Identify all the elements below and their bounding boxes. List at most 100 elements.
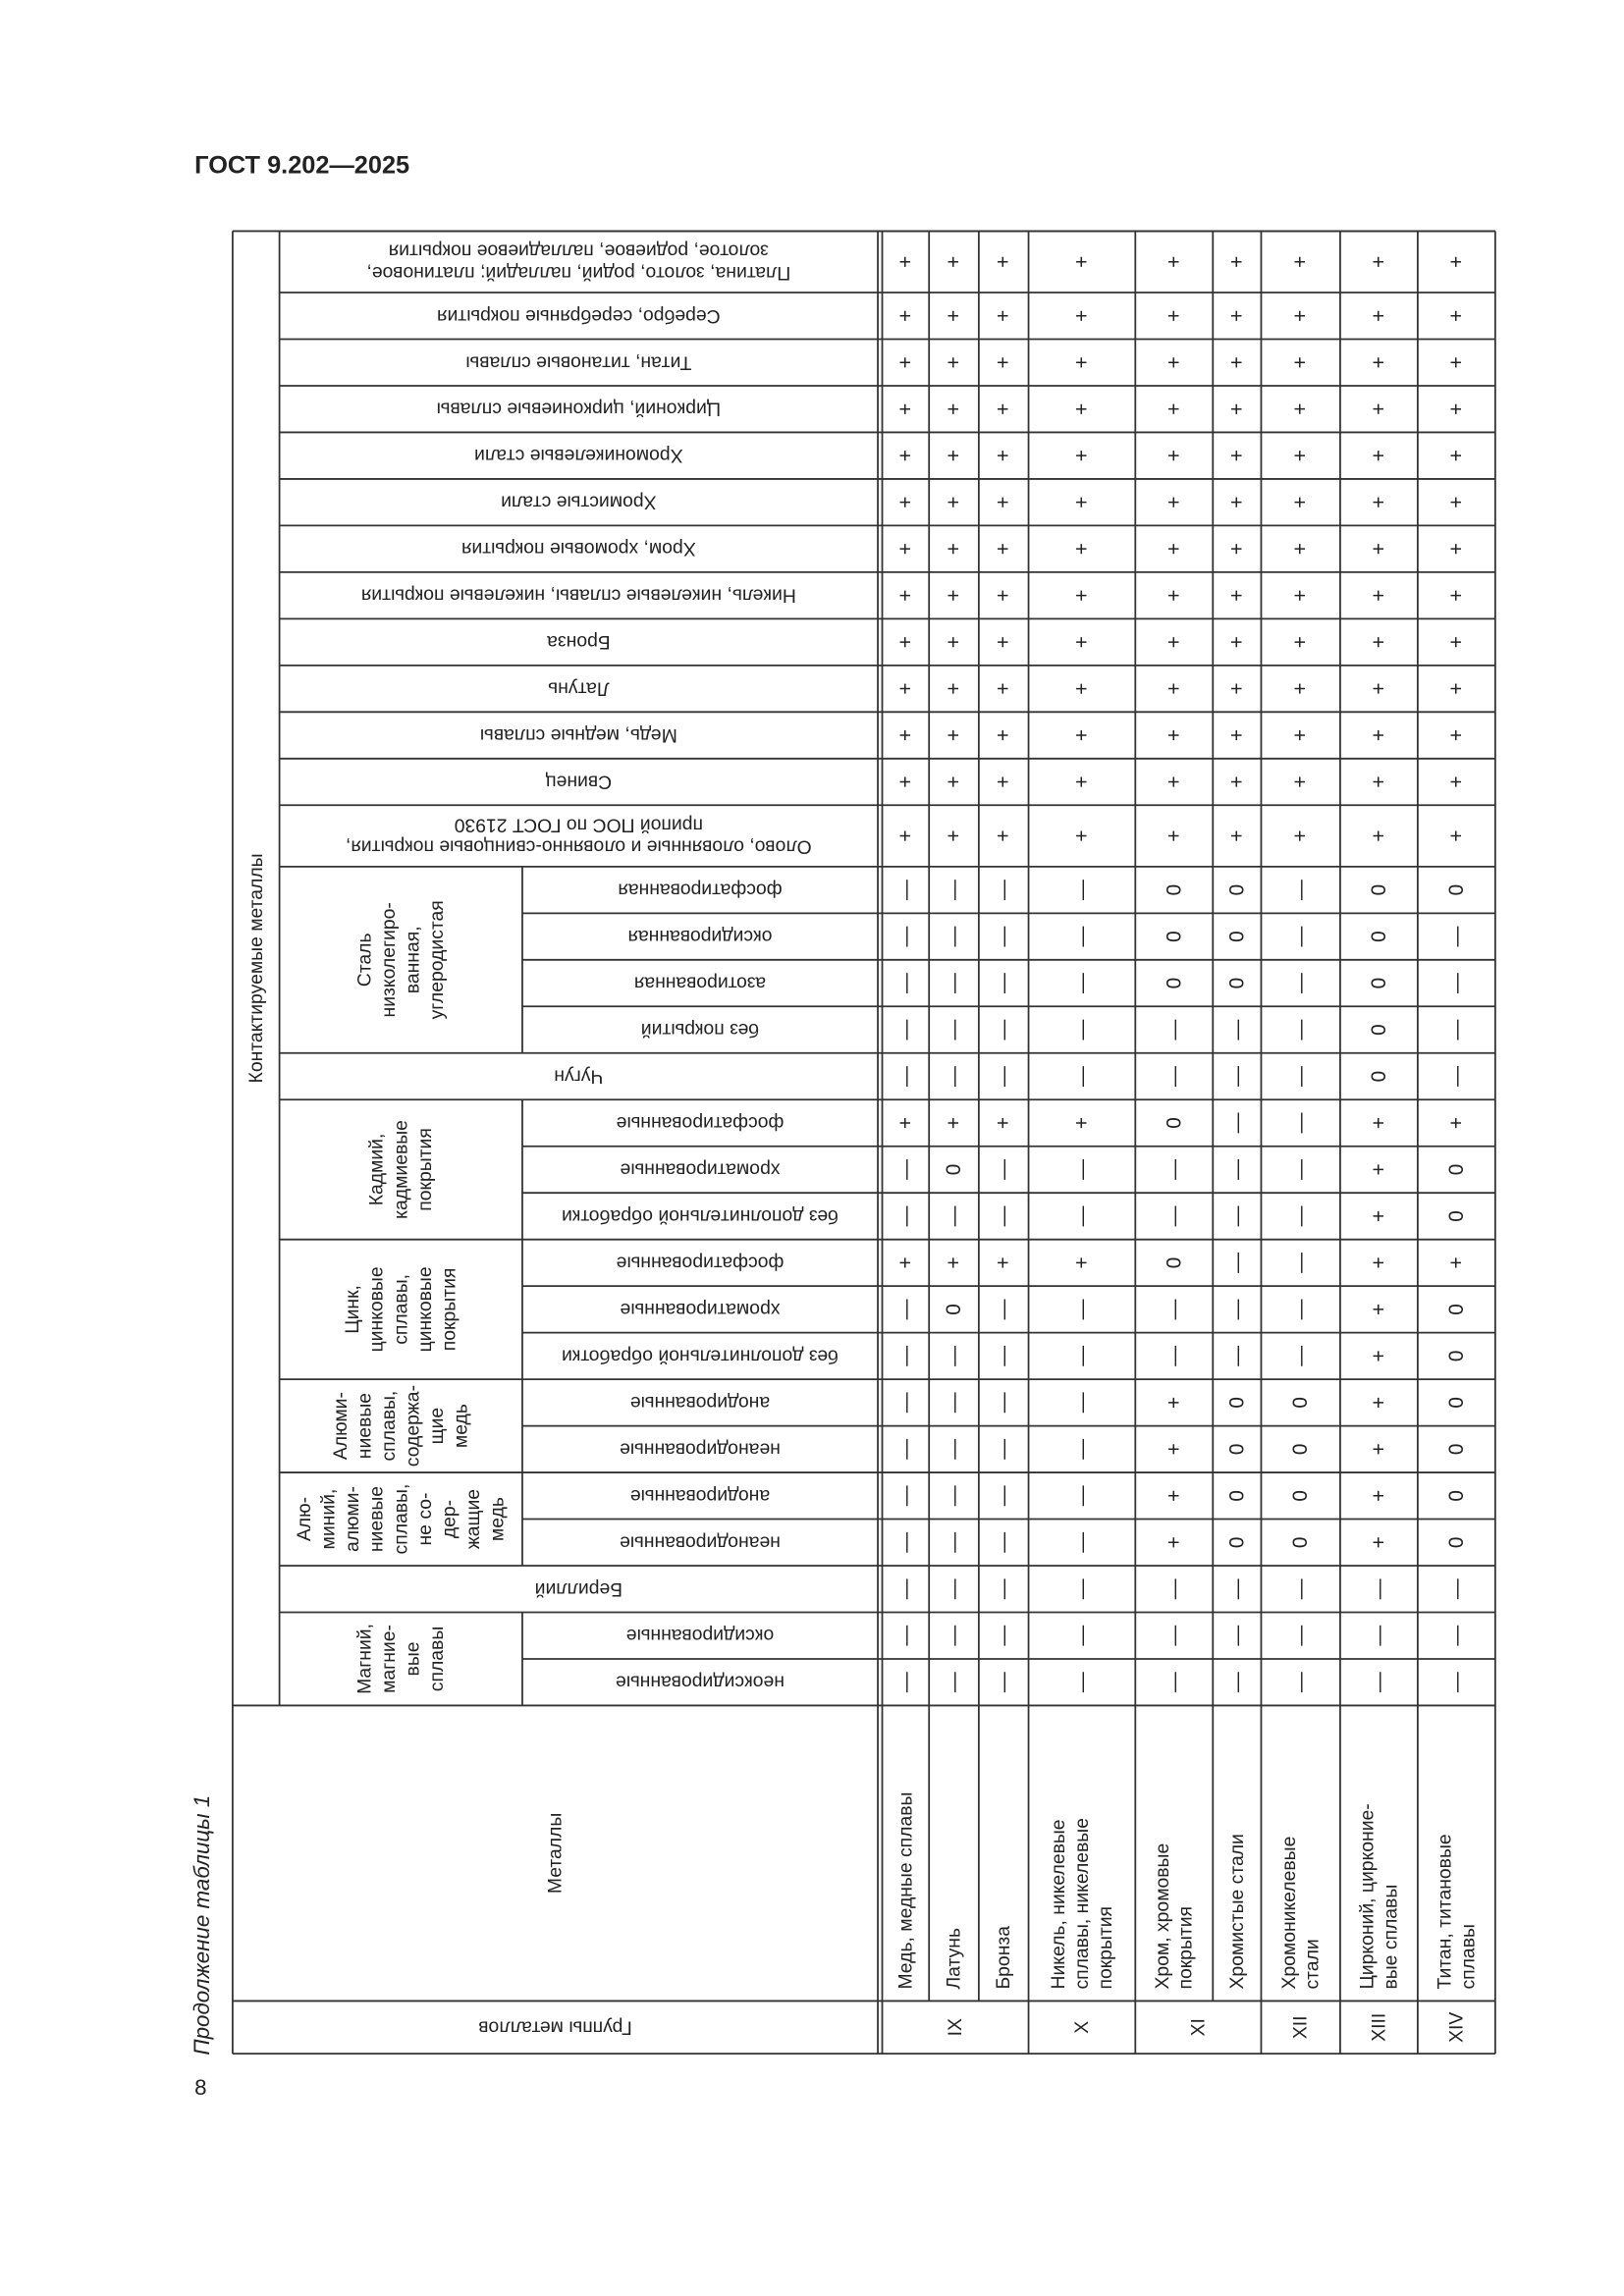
cell-value: +	[1368, 1536, 1390, 1548]
cell-value: +	[1445, 590, 1468, 602]
metal-header: Металлы	[544, 1813, 566, 1894]
cell-value: +	[894, 636, 917, 648]
contact-label: Хромоникелевые стали	[474, 445, 682, 466]
cell-value: +	[943, 450, 965, 461]
cell-value: +	[1163, 310, 1185, 322]
cell-value: +	[1070, 310, 1093, 322]
group-label: Сталь	[353, 933, 375, 987]
cell-value: +	[1163, 1397, 1185, 1409]
cell-value: —	[943, 1439, 965, 1460]
metal-name: покрытия	[1095, 1906, 1116, 1990]
cell-value: —	[993, 973, 1015, 993]
cell-value: +	[1289, 497, 1312, 508]
cell-value: —	[1070, 1346, 1093, 1366]
cell-value: +	[1225, 829, 1248, 841]
cell-value: +	[1225, 682, 1248, 694]
metal-name: Бронза	[993, 1926, 1014, 1990]
cell-value: —	[1070, 1578, 1093, 1599]
cell-value: —	[943, 1346, 965, 1366]
cell-value: —	[1225, 1578, 1248, 1599]
group-label: жащие	[462, 1489, 484, 1549]
contact-label: хроматированные	[621, 1158, 781, 1180]
cell-value: —	[894, 1019, 917, 1040]
cell-value: +	[1163, 403, 1185, 415]
cell-value: +	[943, 682, 965, 694]
cell-value: +	[894, 356, 917, 368]
cell-value: +	[1289, 682, 1312, 694]
cell-value: +	[1070, 1256, 1093, 1268]
cell-value: 0	[943, 1164, 965, 1176]
cell-value: +	[1225, 403, 1248, 415]
cell-value: +	[993, 590, 1015, 602]
cell-value: 0	[1225, 1397, 1248, 1409]
cell-value: —	[993, 1019, 1015, 1040]
cell-value: 0	[1445, 1351, 1468, 1362]
cell-value: +	[1368, 729, 1390, 741]
cell-value: +	[1163, 450, 1185, 461]
contact-label: неанодированные	[620, 1531, 781, 1553]
cell-value: +	[993, 356, 1015, 368]
cell-value: —	[1163, 1066, 1185, 1087]
contact-header: Контактируемые металлы	[245, 853, 267, 1083]
group-header: Группы металлов	[478, 2016, 632, 2038]
cell-value: —	[1289, 1672, 1312, 1692]
cell-value: +	[993, 497, 1015, 508]
cell-value: +	[894, 1256, 917, 1268]
group-label: сплавы,	[378, 1391, 400, 1462]
cell-value: 0	[1225, 884, 1248, 896]
metal-name: Хромистые стали	[1226, 1834, 1248, 1989]
cell-value: —	[894, 1578, 917, 1599]
group-label: Кадмий,	[366, 1134, 388, 1206]
contact-label: припой ПОС по ГОСТ 21930	[454, 814, 703, 835]
cell-value: +	[1070, 775, 1093, 787]
cell-value: +	[1445, 403, 1468, 415]
group-number: XIV	[1445, 2012, 1467, 2043]
cell-value: +	[1368, 1490, 1390, 1502]
cell-value: +	[993, 403, 1015, 415]
cell-value: +	[1225, 543, 1248, 555]
cell-value: +	[1368, 1117, 1390, 1129]
group-label: цинковые	[414, 1266, 436, 1352]
cell-value: —	[894, 1672, 917, 1692]
cell-value: —	[1070, 1299, 1093, 1319]
cell-value: —	[1070, 927, 1093, 947]
cell-value: 0	[1445, 1444, 1468, 1456]
cell-value: —	[1070, 1205, 1093, 1226]
cell-value: +	[993, 682, 1015, 694]
cell-value: —	[993, 1672, 1015, 1692]
cell-value: —	[1445, 1578, 1468, 1599]
cell-value: +	[943, 356, 965, 368]
contact-label: анодированные	[630, 1485, 770, 1507]
cell-value: +	[1289, 729, 1312, 741]
cell-value: +	[1070, 682, 1093, 694]
cell-value: +	[1163, 729, 1185, 741]
cell-value: —	[894, 1626, 917, 1646]
cell-value: 0	[1368, 884, 1390, 896]
cell-value: 0	[1163, 1257, 1185, 1269]
cell-value: —	[993, 1439, 1015, 1460]
contact-label: фосфатированная	[618, 880, 782, 901]
cell-value: +	[1368, 1397, 1390, 1409]
cell-value: +	[943, 310, 965, 322]
group-label: кадмиевые	[390, 1120, 411, 1219]
cell-value: 0	[1163, 884, 1185, 896]
cell-value: —	[1163, 1205, 1185, 1226]
cell-value: —	[1070, 1672, 1093, 1692]
cell-value: +	[1368, 356, 1390, 368]
cell-value: 0	[1163, 1117, 1185, 1129]
cell-value: —	[1289, 1626, 1312, 1646]
cell-value: +	[1289, 256, 1312, 268]
cell-value: —	[993, 1392, 1015, 1413]
group-number: XI	[1187, 2018, 1209, 2036]
cell-value: —	[1070, 973, 1093, 993]
group-label: миний,	[318, 1489, 340, 1550]
cell-value: +	[1070, 729, 1093, 741]
cell-value: +	[1368, 1350, 1390, 1362]
cell-value: —	[993, 880, 1015, 900]
contact-label: Цирконий, циркониевые сплавы	[437, 399, 722, 420]
cell-value: —	[943, 1532, 965, 1553]
cell-value: +	[943, 636, 965, 648]
cell-value: 0	[1225, 1490, 1248, 1502]
